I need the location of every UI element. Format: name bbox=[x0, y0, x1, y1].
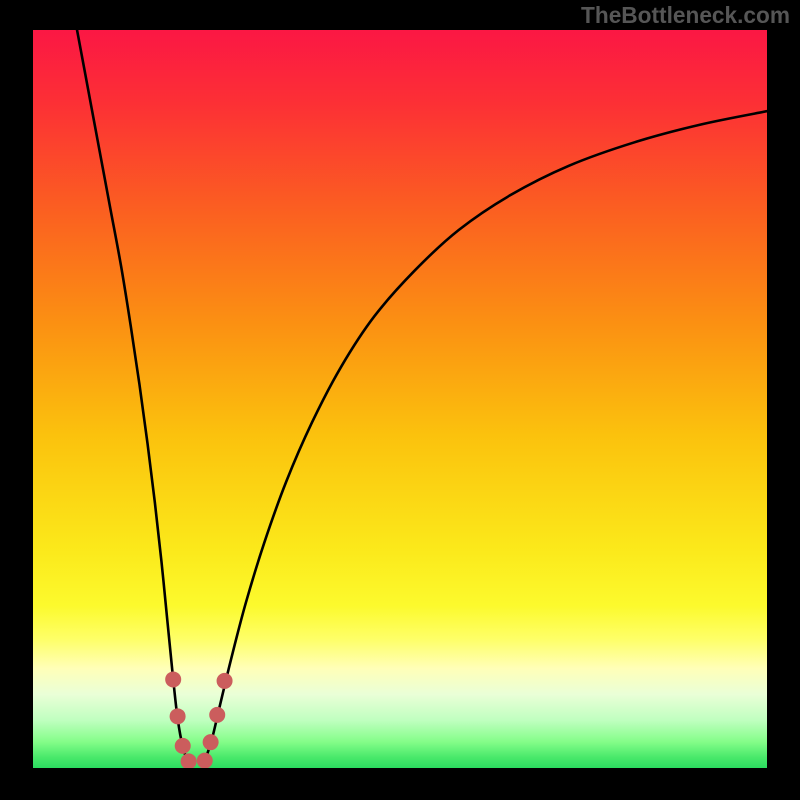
watermark-label: TheBottleneck.com bbox=[581, 2, 790, 29]
chart-stage: TheBottleneck.com bbox=[0, 0, 800, 800]
gradient-plot-area bbox=[33, 30, 767, 768]
